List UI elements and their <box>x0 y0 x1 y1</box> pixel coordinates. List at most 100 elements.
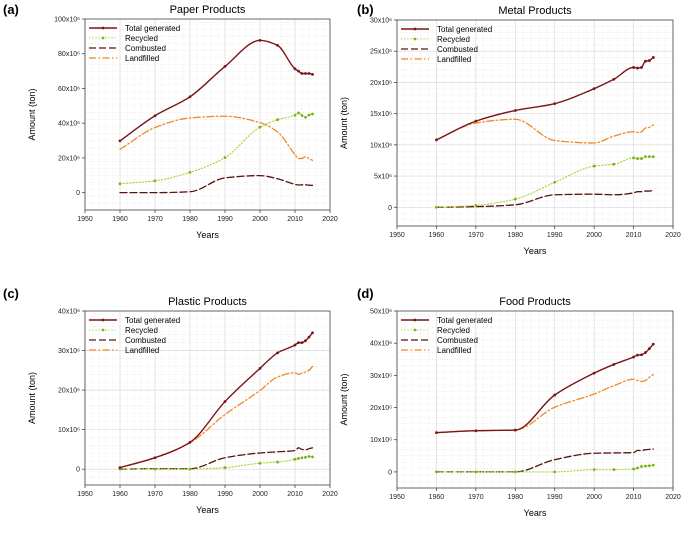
y-tick-label: 30x10⁶ <box>370 373 392 380</box>
series-recycled <box>435 463 655 474</box>
legend-item-recycled: Recycled <box>89 326 158 335</box>
series-line-landfilled <box>119 365 314 469</box>
data-point-total-generated <box>636 66 639 70</box>
legend-label: Combusted <box>125 336 166 345</box>
x-tick-label: 2010 <box>626 494 642 501</box>
panel-label: (a) <box>3 2 19 17</box>
legend-marker <box>413 27 417 31</box>
data-point-total-generated <box>592 87 596 91</box>
y-axis-label: Amount (ton) <box>339 97 349 149</box>
series-line-landfilled <box>119 115 314 161</box>
x-tick-label: 1980 <box>182 491 198 498</box>
data-point-recycled <box>651 463 655 467</box>
data-point-total-generated <box>311 331 314 335</box>
x-tick-label: 2010 <box>287 491 303 498</box>
data-point-recycled <box>640 465 643 468</box>
legend-label: Combusted <box>437 45 478 54</box>
data-point-total-generated <box>644 59 647 63</box>
data-point-total-generated <box>297 69 300 73</box>
data-point-recycled <box>307 113 311 117</box>
data-point-recycled <box>632 156 635 160</box>
y-tick-label: 10x10⁶ <box>370 142 392 149</box>
data-point-recycled <box>153 179 157 183</box>
data-point-total-generated <box>223 65 227 68</box>
legend-label: Landfilled <box>125 346 159 355</box>
data-point-total-generated <box>632 66 635 69</box>
panel-plastic-products: (c) Plastic Products 1950 1960 1970 1980 1990 2… <box>3 286 338 515</box>
x-tick-label: 1960 <box>429 232 445 239</box>
series-combusted <box>435 448 654 473</box>
chart-title: Paper Products <box>170 4 246 16</box>
legend-item-combusted: Combusted <box>401 45 478 54</box>
data-point-recycled <box>300 456 304 460</box>
x-tick-label: 1960 <box>112 216 128 223</box>
data-point-recycled <box>647 155 651 159</box>
data-point-recycled <box>513 197 517 201</box>
data-point-total-generated <box>612 77 616 81</box>
series-line-combusted <box>119 447 314 470</box>
x-tick-label: 1990 <box>217 491 233 498</box>
y-tick-label: 30x10⁶ <box>370 18 392 25</box>
legend-item-landfilled: Landfilled <box>401 55 471 64</box>
plot-frame <box>396 19 674 227</box>
series-recycled <box>435 155 655 209</box>
legend-label: Combusted <box>437 336 478 345</box>
panel-label: (c) <box>3 286 19 301</box>
legend-item-recycled: Recycled <box>89 34 158 43</box>
data-point-total-generated <box>553 393 557 397</box>
y-tick-label: 15x10⁶ <box>370 111 392 118</box>
legend-label: Total generated <box>437 25 492 34</box>
data-point-recycled <box>612 162 616 166</box>
grid <box>84 310 331 486</box>
data-point-total-generated <box>640 66 643 69</box>
series-line-combusted <box>119 174 314 194</box>
y-tick-label: 10x10⁶ <box>58 427 80 434</box>
y-tick-label: 0 <box>388 469 392 476</box>
data-point-recycled <box>612 468 616 472</box>
data-point-total-generated <box>118 139 122 143</box>
x-tick-label: 1970 <box>147 216 163 223</box>
x-axis-label: Years <box>524 508 547 518</box>
chart-title: Food Products <box>499 296 571 308</box>
legend-item-landfilled: Landfilled <box>89 54 159 63</box>
series-total-generated <box>118 38 314 143</box>
series-combusted <box>119 447 314 470</box>
data-point-total-generated <box>300 341 304 345</box>
data-point-recycled <box>647 464 651 468</box>
data-point-total-generated <box>300 72 304 75</box>
y-tick-label: 30x10⁶ <box>58 348 80 355</box>
data-point-total-generated <box>632 355 635 359</box>
data-point-recycled <box>644 464 647 468</box>
legend-item-total-generated: Total generated <box>89 316 180 325</box>
data-point-total-generated <box>647 347 651 351</box>
y-tick-label: 10x10⁶ <box>370 437 392 444</box>
y-axis-label: Amount (ton) <box>27 372 37 424</box>
series-landfilled <box>435 118 654 144</box>
data-point-recycled <box>293 113 297 117</box>
data-point-total-generated <box>293 343 297 347</box>
data-point-recycled <box>118 182 122 186</box>
data-point-total-generated <box>651 56 655 59</box>
data-point-total-generated <box>297 341 300 345</box>
data-point-total-generated <box>188 95 192 99</box>
data-point-recycled <box>435 470 438 474</box>
series-combusted <box>435 189 654 208</box>
data-point-recycled <box>651 155 655 159</box>
data-point-recycled <box>513 470 517 474</box>
data-point-recycled <box>632 467 635 471</box>
series-combusted <box>119 174 314 194</box>
legend-item-recycled: Recycled <box>401 35 470 44</box>
legend-marker <box>101 36 105 40</box>
data-point-total-generated <box>153 456 157 460</box>
data-point-recycled <box>311 455 314 459</box>
x-tick-label: 1950 <box>389 494 405 501</box>
x-tick-label: 2020 <box>322 216 338 223</box>
legend-marker <box>101 328 105 332</box>
x-tick-label: 1950 <box>77 216 93 223</box>
y-axis-label: Amount (ton) <box>339 373 349 425</box>
x-axis-label: Years <box>524 246 547 256</box>
data-point-recycled <box>474 204 478 207</box>
data-point-total-generated <box>647 59 651 62</box>
x-tick-label: 2010 <box>626 232 642 239</box>
